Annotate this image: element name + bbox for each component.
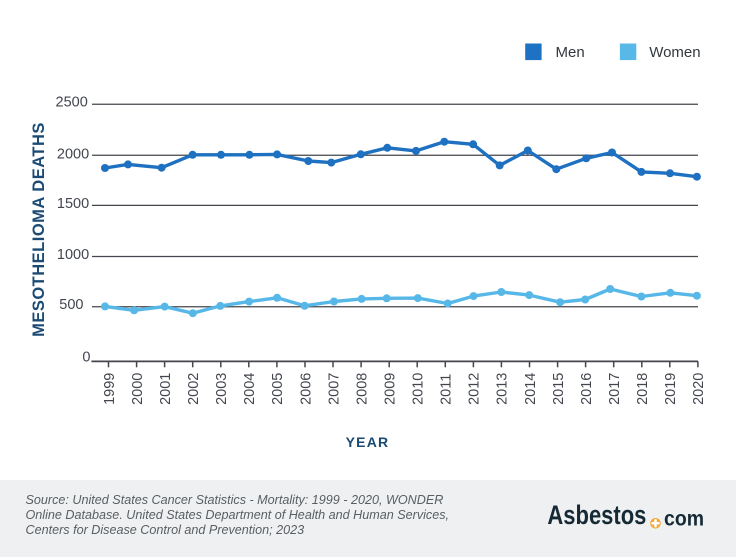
- svg-text:2008: 2008: [354, 373, 370, 405]
- svg-text:2015: 2015: [551, 373, 567, 405]
- svg-text:500: 500: [59, 297, 83, 313]
- svg-text:2017: 2017: [607, 373, 623, 405]
- svg-text:2019: 2019: [663, 373, 679, 405]
- svg-text:YEAR: YEAR: [346, 434, 390, 450]
- svg-text:0: 0: [82, 350, 90, 366]
- svg-text:1999: 1999: [102, 373, 118, 405]
- svg-text:2001: 2001: [158, 373, 174, 405]
- svg-text:2016: 2016: [579, 373, 595, 405]
- svg-text:2013: 2013: [495, 373, 511, 405]
- svg-text:MESOTHELIOMA DEATHS: MESOTHELIOMA DEATHS: [30, 122, 48, 337]
- svg-text:2005: 2005: [270, 373, 286, 405]
- svg-text:2020: 2020: [691, 373, 707, 405]
- svg-text:Women: Women: [649, 44, 700, 61]
- svg-text:2003: 2003: [214, 373, 230, 405]
- svg-text:2000: 2000: [130, 373, 146, 405]
- svg-text:Men: Men: [556, 44, 585, 61]
- svg-text:com: com: [664, 508, 704, 531]
- svg-text:2012: 2012: [467, 373, 483, 405]
- svg-text:2004: 2004: [242, 373, 258, 405]
- svg-text:2018: 2018: [635, 373, 651, 405]
- svg-text:1000: 1000: [57, 247, 89, 263]
- svg-text:2500: 2500: [56, 95, 88, 111]
- svg-text:2000: 2000: [57, 147, 89, 163]
- svg-text:2011: 2011: [439, 374, 455, 405]
- svg-text:2002: 2002: [186, 373, 202, 405]
- svg-text:2014: 2014: [523, 373, 539, 405]
- svg-text:2007: 2007: [326, 373, 342, 405]
- svg-text:2010: 2010: [411, 373, 427, 405]
- svg-text:2006: 2006: [298, 373, 314, 405]
- svg-text:2009: 2009: [383, 373, 399, 405]
- svg-text:1500: 1500: [57, 196, 89, 212]
- svg-text:Asbestos: Asbestos: [547, 500, 646, 530]
